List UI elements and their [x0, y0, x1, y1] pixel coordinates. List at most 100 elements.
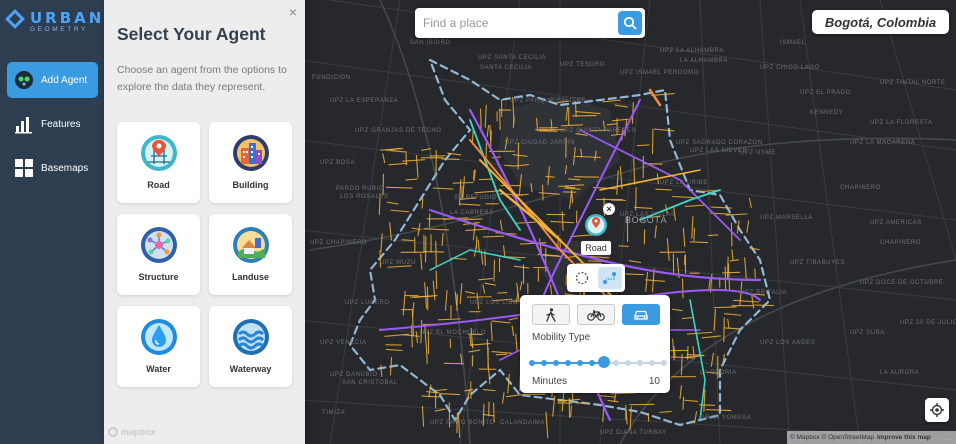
- crosshair-icon: [930, 403, 944, 417]
- road-segment: [421, 197, 424, 209]
- locate-button[interactable]: [925, 398, 949, 422]
- road-segment: [505, 394, 522, 398]
- road-segment: [672, 338, 675, 361]
- road-segment: [389, 356, 393, 376]
- road-segment: [545, 175, 555, 178]
- road-segment: [382, 153, 386, 164]
- minutes-slider-step[interactable]: [553, 360, 559, 366]
- road-segment: [480, 250, 484, 265]
- app-logo[interactable]: URBAN GEOMETRY: [5, 8, 105, 38]
- sidebar-item-basemaps[interactable]: Basemaps: [7, 150, 98, 186]
- road-segment: [389, 149, 406, 153]
- road-segment: [444, 290, 448, 311]
- road-segment: [552, 395, 556, 417]
- road-segment: [746, 220, 750, 233]
- road-segment: [482, 403, 485, 427]
- mapbox-logo-icon: [108, 427, 118, 437]
- road-segment: [648, 88, 662, 107]
- sidebar-item-add-agent[interactable]: Add Agent: [7, 62, 98, 98]
- sidebar-item-features[interactable]: Features: [7, 106, 98, 142]
- road-segment: [596, 394, 616, 398]
- walk-mode-button[interactable]: [532, 304, 570, 325]
- road-segment: [425, 391, 441, 394]
- road-segment: [580, 148, 583, 158]
- map-place-label: UPZ BOSA: [320, 160, 356, 166]
- road-segment: [651, 93, 675, 96]
- bicycle-mode-button[interactable]: [577, 304, 615, 325]
- minutes-slider-step[interactable]: [649, 360, 655, 366]
- map-place-label: UPZ LUCERO: [345, 300, 390, 306]
- road-segment: [579, 129, 741, 241]
- road-segment: [390, 209, 410, 213]
- agent-card-building[interactable]: Building: [209, 122, 292, 203]
- road-segment: [727, 318, 730, 329]
- radius-mode-button[interactable]: [570, 267, 594, 289]
- road-segment: [469, 343, 491, 346]
- road-segment: [512, 154, 528, 157]
- agent-panel: × Select Your Agent Choose an agent from…: [104, 0, 305, 444]
- minutes-slider-step[interactable]: [613, 360, 619, 366]
- road-segment: [671, 308, 683, 312]
- agent-card-water[interactable]: Water: [117, 306, 200, 387]
- minutes-slider-step[interactable]: [661, 360, 667, 366]
- logo-text: URBAN: [30, 9, 105, 27]
- road-segment: [424, 282, 428, 309]
- map-place-label: UPZ LA URIBE: [660, 180, 708, 186]
- road-segment: [679, 385, 682, 400]
- map-place-label: UPZ LA MACARENA: [850, 140, 916, 146]
- road-segment: [536, 117, 539, 131]
- minutes-slider-step[interactable]: [625, 360, 631, 366]
- road-segment: [695, 189, 719, 193]
- road-segment: [492, 402, 495, 423]
- minutes-slider-step[interactable]: [637, 360, 643, 366]
- road-segment: [491, 351, 512, 354]
- map-place-label: UPZ AMERICAS: [870, 220, 922, 226]
- map-place-label: CHAPINERO: [880, 240, 922, 246]
- road-segment: [476, 292, 480, 310]
- marker-close-icon[interactable]: ×: [603, 203, 615, 215]
- search-button[interactable]: [618, 11, 642, 35]
- agent-card-structure[interactable]: Structure: [117, 214, 200, 295]
- minutes-slider-step[interactable]: [577, 360, 583, 366]
- road-segment: [432, 280, 436, 301]
- minutes-slider-step[interactable]: [541, 360, 547, 366]
- map-place-label: CHAPINERO: [840, 185, 882, 191]
- minutes-slider-step[interactable]: [589, 360, 595, 366]
- road-segment: [441, 158, 460, 161]
- mobility-type-label: Mobility Type: [532, 332, 591, 343]
- agent-card-landuse[interactable]: Landuse: [209, 214, 292, 295]
- road-segment: [385, 348, 403, 352]
- agent-card-road[interactable]: Road: [117, 122, 200, 203]
- road-segment: [673, 345, 676, 358]
- road-segment: [680, 353, 683, 376]
- attribution-text[interactable]: © Mapbox © OpenStreetMap: [790, 434, 875, 441]
- road-segment: [689, 299, 706, 421]
- map-place-label: UPZ TESORO: [560, 62, 605, 68]
- mapbox-logo[interactable]: mapbox: [108, 427, 156, 437]
- sidebar: URBAN GEOMETRY Add Agent Features Basema…: [0, 0, 104, 444]
- minutes-slider-step[interactable]: [565, 360, 571, 366]
- road-segment: [410, 324, 413, 348]
- road-segment: [508, 317, 519, 321]
- mapbox-logo-text: mapbox: [121, 427, 156, 437]
- road-segment: [415, 154, 419, 179]
- road-segment: [710, 206, 732, 209]
- car-mode-button[interactable]: [622, 304, 660, 325]
- minutes-slider-step[interactable]: [529, 360, 535, 366]
- minutes-slider-thumb[interactable]: [598, 356, 610, 368]
- road-marker-icon[interactable]: [584, 212, 608, 240]
- road-segment: [469, 119, 521, 231]
- agent-card-waterway[interactable]: Waterway: [209, 306, 292, 387]
- sidebar-item-label: Features: [41, 118, 81, 130]
- road-segment: [503, 245, 506, 257]
- road-segment: [567, 178, 581, 181]
- improve-map-link[interactable]: Improve this map: [877, 434, 931, 441]
- agent-card-label: Building: [232, 180, 269, 190]
- map-place-label: UPZ DOCE DE OCTUBRE: [860, 280, 944, 286]
- road-segment: [487, 362, 491, 385]
- route-mode-button[interactable]: [598, 267, 622, 289]
- waves-icon: [232, 318, 270, 356]
- road-segment: [633, 206, 653, 210]
- search-input[interactable]: [423, 14, 613, 32]
- close-icon[interactable]: ×: [288, 4, 297, 20]
